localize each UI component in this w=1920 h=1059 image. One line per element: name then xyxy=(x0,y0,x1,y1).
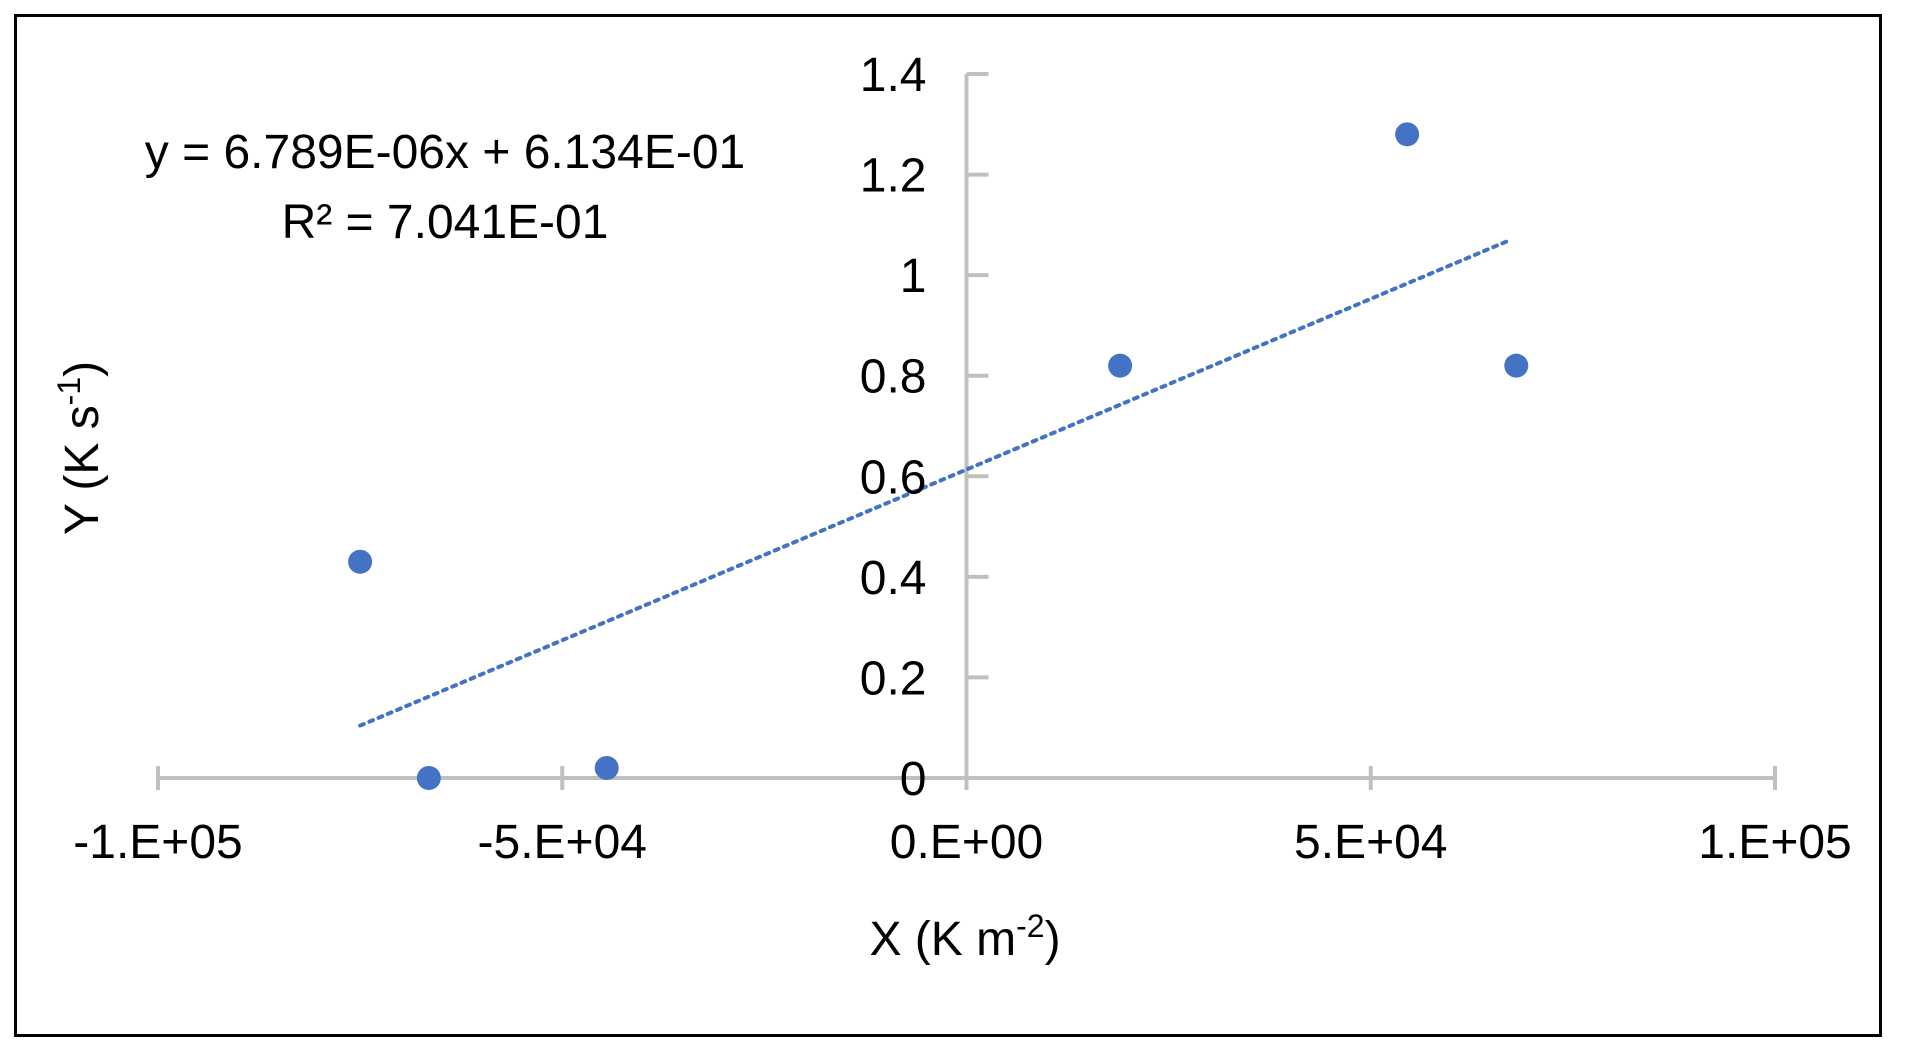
x-tick-label: 5.E+04 xyxy=(1294,816,1447,869)
data-point xyxy=(348,549,373,574)
y-axis-title: Y (K s-1) xyxy=(51,361,109,535)
x-tick-label: -5.E+04 xyxy=(478,816,647,869)
chart-frame xyxy=(14,14,1882,1037)
x-tick-label: 0.E+00 xyxy=(890,816,1043,869)
x-tick-label: 1.E+05 xyxy=(1698,816,1851,869)
y-tick-label: 1 xyxy=(900,250,927,303)
trendline-equation: y = 6.789E-06x + 6.134E-01 xyxy=(145,126,745,179)
data-point xyxy=(416,766,441,790)
y-tick-label: 0 xyxy=(900,753,927,806)
r-squared-label: R² = 7.041E-01 xyxy=(282,196,609,249)
data-point xyxy=(594,755,619,780)
trendline xyxy=(358,238,1511,728)
y-tick-label: 0.4 xyxy=(860,552,927,605)
y-tick-label: 1.2 xyxy=(860,150,927,203)
y-tick-label: 1.4 xyxy=(860,49,927,102)
x-tick-label: -1.E+05 xyxy=(73,816,242,869)
labels-group: -1.E+05 -5.E+04 0.E+00 5.E+04 1.E+05 0 0.2 0.4 0… xyxy=(73,49,1851,869)
x-axis-title-base: X (K m xyxy=(869,913,1016,966)
data-point xyxy=(1108,353,1133,378)
y-tick-label: 0.2 xyxy=(860,652,927,705)
x-axis-title-end: ) xyxy=(1045,913,1061,966)
y-axis-title-sup: -1 xyxy=(51,377,87,405)
x-axis-title-sup: -2 xyxy=(1016,908,1044,944)
trendline-group xyxy=(358,238,1511,728)
y-tick-label: 0.8 xyxy=(860,351,927,404)
data-point xyxy=(1395,122,1420,147)
x-axis-title: X (K m-2) xyxy=(869,908,1060,966)
axes-group xyxy=(156,72,1777,790)
y-axis-title-base: Y (K s xyxy=(56,405,109,535)
y-tick-label: 0.6 xyxy=(860,451,927,504)
y-axis-title-end: ) xyxy=(56,361,109,377)
data-point xyxy=(1504,353,1529,378)
points-group xyxy=(348,122,1529,790)
